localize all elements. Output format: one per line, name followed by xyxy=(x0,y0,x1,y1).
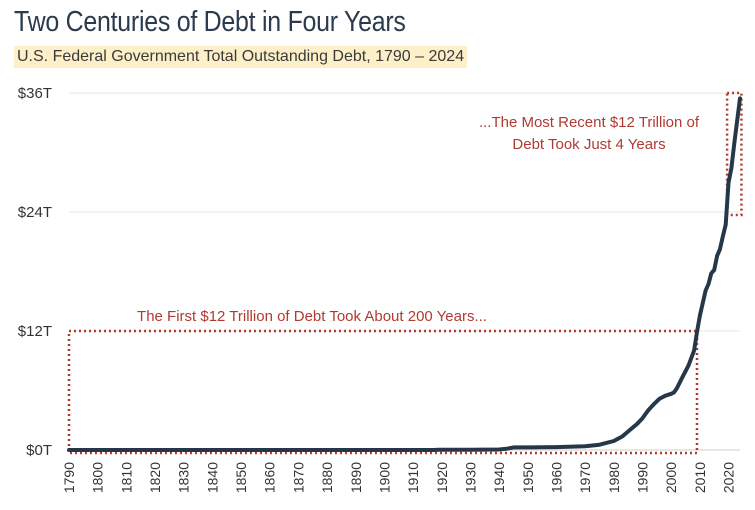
chart-title: Two Centuries of Debt in Four Years xyxy=(14,6,406,38)
x-tick-label: 1790 xyxy=(61,462,77,493)
x-tick-label: 2000 xyxy=(663,462,679,493)
x-tick-label: 1890 xyxy=(348,462,364,493)
x-tick-label: 1960 xyxy=(548,462,564,493)
annotation-box-2 xyxy=(725,91,743,217)
x-tick-label: 1940 xyxy=(491,462,507,493)
x-tick-label: 1950 xyxy=(520,462,536,493)
x-tick-label: 1990 xyxy=(635,462,651,493)
x-axis-ticks: 1790 1800 1810 1820 1830 1840 1850 1860 1870 1880… xyxy=(61,462,737,493)
x-tick-label: 1910 xyxy=(405,462,421,493)
chart-subtitle: U.S. Federal Government Total Outstandin… xyxy=(14,46,468,68)
series-line-total-debt xyxy=(67,96,742,452)
annotation-boxes xyxy=(67,91,743,455)
annotation-box-1 xyxy=(67,329,699,455)
annotation-text-recent-12t: Debt Took Just 4 Years xyxy=(512,136,665,153)
y-tick-label: $24T xyxy=(18,204,52,221)
x-tick-label: 1930 xyxy=(462,462,478,493)
x-tick-label: 1800 xyxy=(90,462,106,493)
y-tick-label: $0T xyxy=(26,442,52,459)
series-layer xyxy=(67,96,742,452)
x-tick-label: 1810 xyxy=(118,462,134,493)
x-tick-label: 1880 xyxy=(319,462,335,493)
x-tick-label: 1900 xyxy=(376,462,392,493)
y-tick-label: $12T xyxy=(18,323,52,340)
x-tick-label: 1850 xyxy=(233,462,249,493)
x-tick-label: 2010 xyxy=(692,462,708,493)
x-tick-label: 2020 xyxy=(721,462,737,493)
x-tick-label: 1840 xyxy=(204,462,220,493)
y-tick-label: $36T xyxy=(18,85,52,102)
x-tick-label: 1860 xyxy=(262,462,278,493)
x-tick-label: 1980 xyxy=(606,462,622,493)
annotation-text-recent-12t: ...The Most Recent $12 Trillion of xyxy=(479,114,700,131)
x-tick-label: 1830 xyxy=(176,462,192,493)
y-axis-ticks: $0T $12T $24T $36T xyxy=(18,85,52,459)
x-tick-label: 1970 xyxy=(577,462,593,493)
x-tick-label: 1820 xyxy=(147,462,163,493)
x-tick-label: 1920 xyxy=(434,462,450,493)
x-tick-label: 1870 xyxy=(290,462,306,493)
annotation-text-first-12t: The First $12 Trillion of Debt Took Abou… xyxy=(137,308,487,325)
annotation-labels: The First $12 Trillion of Debt Took Abou… xyxy=(137,114,700,325)
